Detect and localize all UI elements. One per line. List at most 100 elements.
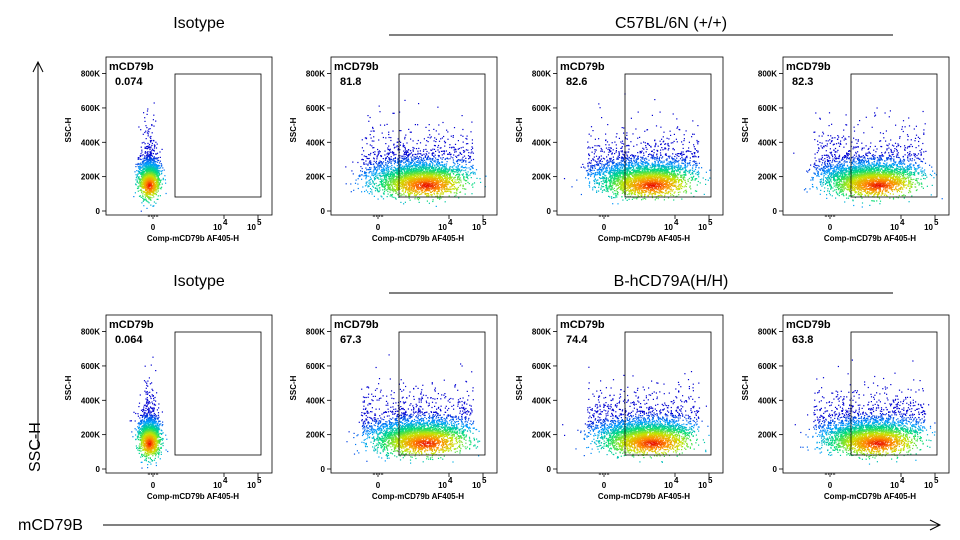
x-tick-label: 10	[664, 481, 673, 490]
x-tick-exponent: 5	[482, 476, 487, 485]
x-tick-label: 0	[151, 481, 156, 490]
y-tick-label: 600K	[306, 362, 325, 371]
group-title: C57BL/6N (+/+)	[615, 15, 727, 32]
y-tick-label: 600K	[532, 104, 551, 113]
y-tick-label: 0	[773, 207, 778, 216]
panel-row-1: Isotype C57BL/6N (+/+) 0 200K 400K 600K 800K SS…	[64, 15, 950, 243]
panel-row-2: Isotype B-hCD79A(H/H) 0 200K 400K 600K 800K SSC…	[64, 273, 950, 501]
y-tick-label: 0	[96, 207, 101, 216]
y-tick-label: 200K	[306, 431, 325, 440]
y-tick-label: 0	[547, 207, 552, 216]
x-tick-label: 10	[247, 223, 256, 232]
x-tick-label: 10	[664, 223, 673, 232]
y-tick-label: 600K	[81, 104, 100, 113]
x-axis-title: Comp-mCD79b AF405-H	[147, 492, 239, 501]
y-tick-label: 0	[321, 207, 326, 216]
x-axis-title: Comp-mCD79b AF405-H	[372, 234, 464, 243]
y-tick-label: 200K	[81, 173, 100, 182]
y-tick-label: 200K	[758, 431, 777, 440]
x-tick-exponent: 5	[708, 476, 713, 485]
x-tick-label: 10	[890, 223, 899, 232]
y-tick-label: 400K	[306, 396, 325, 405]
x-tick-exponent: 4	[448, 476, 453, 485]
event-dots	[129, 356, 169, 469]
x-tick-exponent: 4	[223, 218, 228, 227]
x-tick-exponent: 5	[934, 476, 939, 485]
x-tick-exponent: 4	[674, 218, 679, 227]
y-tick-label: 600K	[532, 362, 551, 371]
x-axis-title: Comp-mCD79b AF405-H	[824, 492, 916, 501]
y-tick-label: 400K	[758, 138, 777, 147]
figure-x-axis: mCD79B	[18, 517, 942, 534]
gate-rectangle	[624, 331, 712, 456]
y-tick-label: 200K	[532, 173, 551, 182]
y-tick-label: 800K	[758, 328, 777, 337]
gate-rectangle	[174, 73, 262, 198]
y-tick-label: 800K	[532, 70, 551, 79]
y-tick-label: 600K	[81, 362, 100, 371]
y-axis-title: SSC-H	[64, 117, 73, 142]
x-tick-exponent: 4	[674, 476, 679, 485]
x-tick-exponent: 4	[448, 218, 453, 227]
y-tick-label: 400K	[81, 396, 100, 405]
y-tick-label: 0	[321, 465, 326, 474]
y-tick-label: 400K	[532, 396, 551, 405]
group-title: Isotype	[173, 273, 225, 290]
x-tick-exponent: 4	[900, 476, 905, 485]
x-tick-label: 10	[438, 481, 447, 490]
event-dots	[133, 102, 167, 212]
event-dots	[345, 99, 487, 207]
x-tick-label: 10	[924, 223, 933, 232]
gate-percentage: 82.3	[792, 76, 813, 88]
y-axis-title: SSC-H	[515, 117, 524, 142]
y-tick-label: 400K	[758, 396, 777, 405]
x-axis-title: Comp-mCD79b AF405-H	[598, 234, 690, 243]
y-axis-title: SSC-H	[64, 375, 73, 400]
gate-name: mCD79b	[786, 319, 831, 331]
x-tick-label: 0	[602, 223, 607, 232]
figure-x-axis-label: mCD79B	[18, 517, 83, 534]
y-tick-label: 400K	[306, 138, 325, 147]
y-tick-label: 400K	[532, 138, 551, 147]
x-tick-label: 10	[247, 481, 256, 490]
x-axis-title: Comp-mCD79b AF405-H	[147, 234, 239, 243]
gate-rectangle	[850, 73, 938, 198]
gate-name: mCD79b	[109, 61, 154, 73]
event-dots	[794, 359, 936, 465]
gate-name: mCD79b	[560, 61, 605, 73]
gate-rectangle	[398, 73, 486, 198]
y-axis-title: SSC-H	[515, 375, 524, 400]
x-axis-title: Comp-mCD79b AF405-H	[372, 492, 464, 501]
x-tick-exponent: 5	[257, 476, 262, 485]
event-dots	[562, 366, 710, 463]
gate-percentage: 74.4	[566, 334, 588, 346]
y-tick-label: 0	[96, 465, 101, 474]
y-tick-label: 800K	[306, 328, 325, 337]
x-tick-label: 0	[376, 481, 381, 490]
y-axis-title: SSC-H	[741, 117, 750, 142]
x-tick-label: 10	[472, 481, 481, 490]
y-tick-label: 200K	[81, 431, 100, 440]
y-tick-label: 800K	[81, 70, 100, 79]
gate-name: mCD79b	[109, 319, 154, 331]
gate-percentage: 82.6	[566, 76, 587, 88]
y-tick-label: 800K	[758, 70, 777, 79]
y-tick-label: 800K	[532, 328, 551, 337]
gate-name: mCD79b	[334, 61, 379, 73]
x-tick-exponent: 5	[482, 218, 487, 227]
gate-name: mCD79b	[334, 319, 379, 331]
x-tick-exponent: 4	[900, 218, 905, 227]
event-dots	[346, 354, 481, 464]
x-tick-exponent: 5	[257, 218, 262, 227]
x-tick-label: 10	[924, 481, 933, 490]
x-tick-label: 10	[438, 223, 447, 232]
group-title: B-hCD79A(H/H)	[614, 273, 729, 290]
gate-rectangle	[624, 73, 712, 198]
x-axis-title: Comp-mCD79b AF405-H	[824, 234, 916, 243]
gate-percentage: 0.074	[115, 76, 143, 88]
